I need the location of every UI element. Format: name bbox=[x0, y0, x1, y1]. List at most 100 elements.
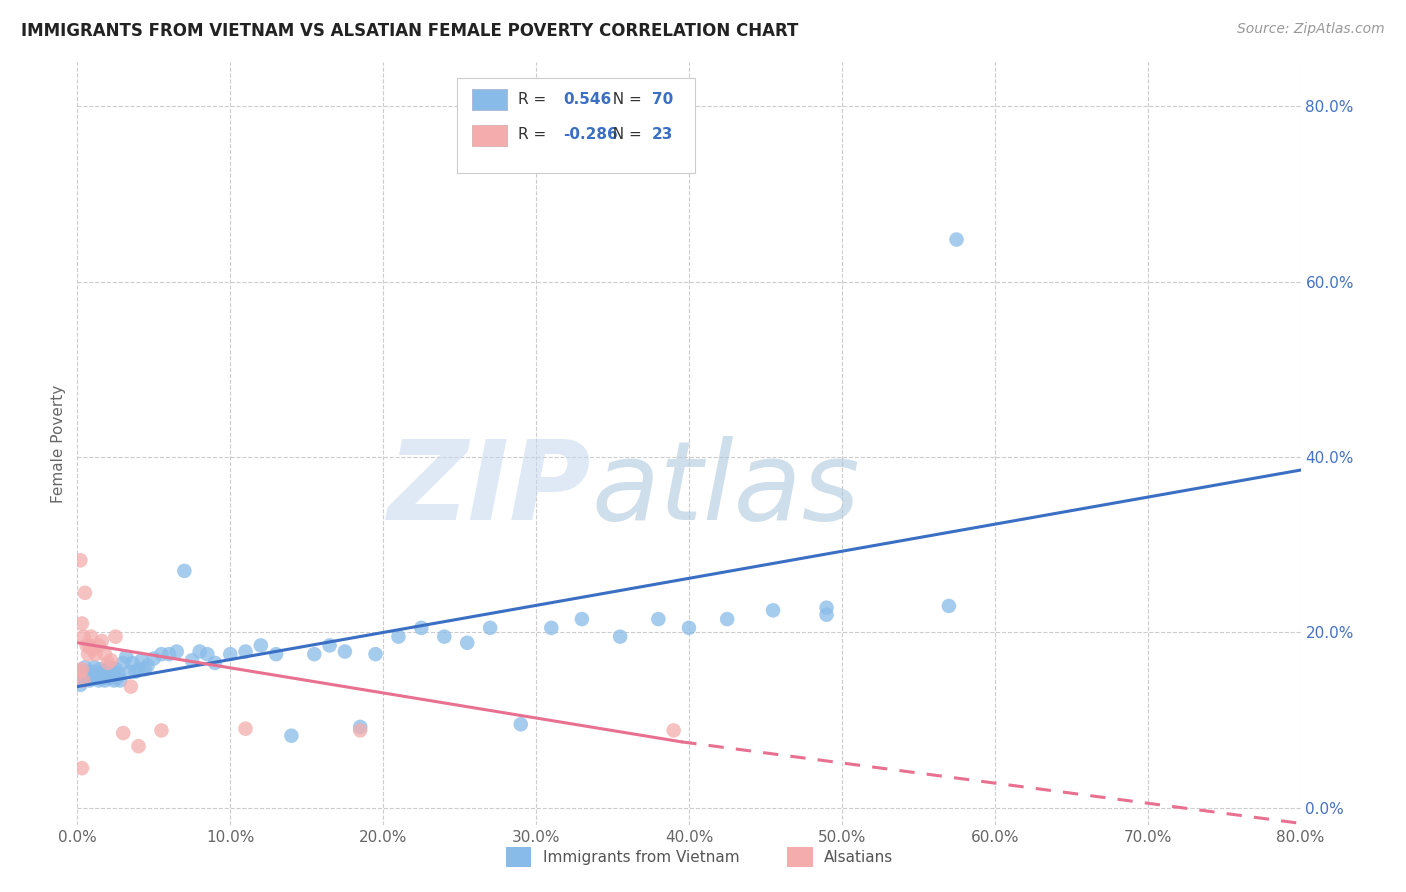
Point bbox=[609, 630, 631, 644]
Point bbox=[94, 647, 117, 661]
Text: Alsatians: Alsatians bbox=[824, 850, 893, 864]
Text: IMMIGRANTS FROM VIETNAM VS ALSATIAN FEMALE POVERTY CORRELATION CHART: IMMIGRANTS FROM VIETNAM VS ALSATIAN FEMA… bbox=[21, 22, 799, 40]
Point bbox=[131, 653, 153, 667]
Point bbox=[115, 649, 138, 664]
Point bbox=[219, 647, 242, 661]
Point bbox=[662, 723, 685, 738]
Point bbox=[349, 723, 371, 738]
Point bbox=[97, 656, 120, 670]
Point bbox=[173, 564, 195, 578]
Point bbox=[82, 665, 104, 679]
Point bbox=[456, 636, 478, 650]
Point bbox=[98, 660, 121, 674]
FancyBboxPatch shape bbox=[472, 89, 506, 111]
FancyBboxPatch shape bbox=[472, 125, 506, 146]
Point bbox=[815, 600, 838, 615]
Point bbox=[479, 621, 502, 635]
Point bbox=[77, 665, 100, 679]
Point bbox=[280, 729, 302, 743]
Point bbox=[112, 726, 135, 740]
Text: 70: 70 bbox=[652, 92, 673, 107]
Point bbox=[716, 612, 738, 626]
Point bbox=[108, 673, 131, 688]
Point bbox=[69, 678, 91, 692]
Point bbox=[188, 644, 211, 658]
Y-axis label: Female Poverty: Female Poverty bbox=[51, 384, 66, 503]
Point bbox=[91, 665, 114, 679]
Point bbox=[166, 644, 188, 658]
Point bbox=[762, 603, 785, 617]
Point bbox=[120, 680, 142, 694]
Point bbox=[157, 647, 180, 661]
Point bbox=[433, 630, 456, 644]
Point bbox=[387, 630, 409, 644]
Text: Source: ZipAtlas.com: Source: ZipAtlas.com bbox=[1237, 22, 1385, 37]
Point bbox=[72, 673, 94, 688]
Point bbox=[121, 656, 143, 670]
Point bbox=[100, 653, 122, 667]
Point bbox=[349, 720, 371, 734]
Point bbox=[73, 660, 96, 674]
Point bbox=[94, 673, 117, 688]
Text: 23: 23 bbox=[652, 128, 673, 143]
Point bbox=[411, 621, 433, 635]
Point bbox=[124, 665, 146, 679]
Point bbox=[678, 621, 700, 635]
Point bbox=[100, 671, 122, 685]
Point bbox=[118, 665, 141, 679]
Point bbox=[90, 634, 112, 648]
Point bbox=[815, 607, 838, 622]
Point bbox=[104, 630, 127, 644]
Point bbox=[101, 665, 124, 679]
Text: -0.286: -0.286 bbox=[562, 128, 617, 143]
Point bbox=[104, 662, 127, 676]
Point bbox=[250, 639, 273, 653]
Point bbox=[70, 616, 93, 631]
Point bbox=[84, 671, 107, 685]
Text: Immigrants from Vietnam: Immigrants from Vietnam bbox=[543, 850, 740, 864]
Point bbox=[204, 656, 226, 670]
Point bbox=[87, 673, 110, 688]
Point bbox=[80, 669, 103, 683]
Point bbox=[304, 647, 326, 661]
Point bbox=[77, 647, 100, 661]
Point bbox=[73, 586, 96, 600]
Point bbox=[79, 673, 101, 688]
Point bbox=[82, 642, 104, 657]
Point bbox=[134, 662, 156, 676]
Text: N =: N = bbox=[603, 92, 647, 107]
Text: 0.546: 0.546 bbox=[562, 92, 612, 107]
Point bbox=[333, 644, 356, 658]
Point bbox=[70, 662, 93, 676]
Point bbox=[142, 651, 165, 665]
Point bbox=[103, 673, 125, 688]
Point bbox=[364, 647, 387, 661]
Point bbox=[69, 553, 91, 567]
Point bbox=[264, 647, 287, 661]
Point bbox=[235, 722, 257, 736]
Text: R =: R = bbox=[517, 92, 551, 107]
Point bbox=[90, 669, 112, 683]
Point bbox=[83, 660, 105, 674]
Point bbox=[235, 644, 257, 658]
Text: R =: R = bbox=[517, 128, 551, 143]
Point bbox=[79, 639, 101, 653]
Point bbox=[89, 662, 111, 676]
Point bbox=[540, 621, 562, 635]
Point bbox=[70, 665, 93, 679]
Point bbox=[945, 233, 967, 247]
Point bbox=[107, 667, 129, 681]
Point bbox=[112, 656, 135, 670]
Point bbox=[318, 639, 340, 653]
Point bbox=[127, 662, 149, 676]
Point bbox=[647, 612, 669, 626]
Point bbox=[80, 630, 103, 644]
Point bbox=[72, 630, 94, 644]
Point bbox=[76, 639, 98, 653]
Point bbox=[86, 667, 108, 681]
Point bbox=[150, 723, 173, 738]
Point bbox=[938, 599, 960, 613]
Point bbox=[509, 717, 531, 731]
Point bbox=[571, 612, 593, 626]
Point bbox=[97, 665, 120, 679]
